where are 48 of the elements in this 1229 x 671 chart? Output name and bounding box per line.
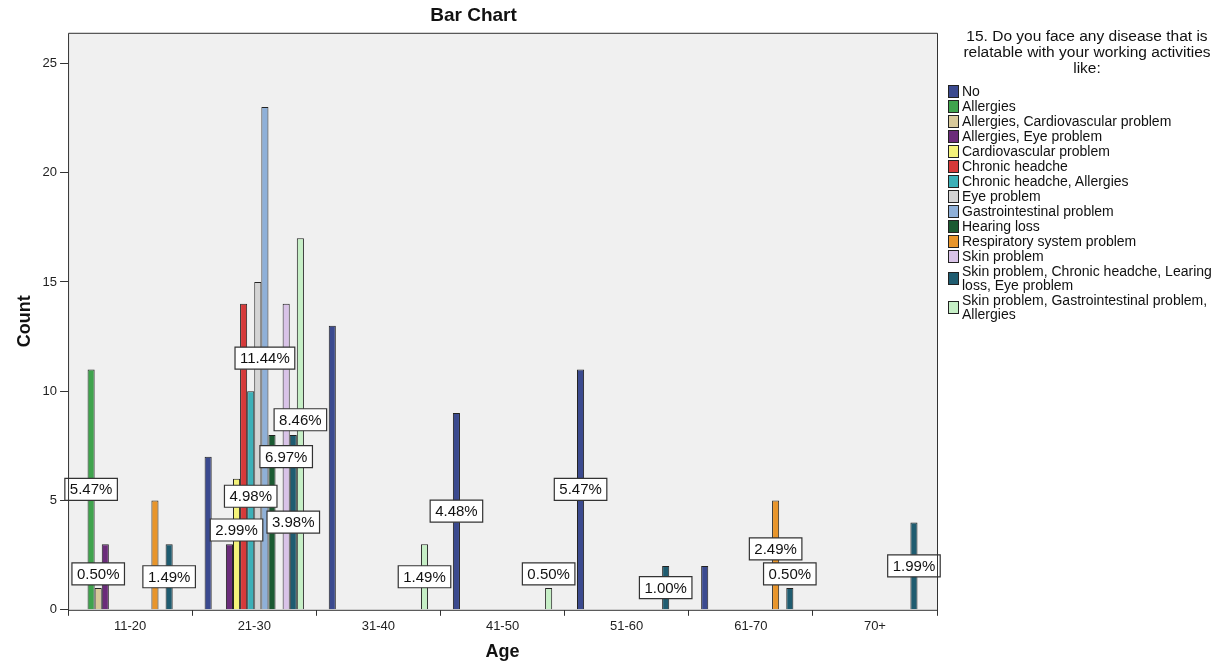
annotation: 11.44%	[240, 349, 290, 367]
legend-label: Chronic headche, Allergies	[962, 173, 1129, 189]
legend-label: Skin problem, Chronic headche, Learing loss, Eye problem	[962, 263, 1213, 293]
y-tick-label: 25	[42, 54, 58, 70]
annotation: 4.48%	[435, 502, 478, 520]
annotation: 1.49%	[403, 567, 446, 585]
annotation: 4.98%	[229, 487, 272, 505]
annotation: 5.47%	[69, 480, 113, 498]
annotation: 1.00%	[644, 578, 687, 596]
legend-label: Skin problem	[962, 248, 1044, 264]
legend-label: Allergies, Eye problem	[962, 128, 1103, 144]
x-tick-label: 70+	[863, 618, 886, 634]
annotation: 1.99%	[892, 556, 936, 574]
annotation: 2.99%	[215, 521, 258, 539]
y-axis-title: Count	[13, 295, 34, 348]
x-tick-label: 21-30	[237, 618, 271, 634]
y-tick-label: 15	[42, 273, 58, 289]
chart-title: Bar Chart	[430, 3, 518, 25]
annotation: 2.49%	[754, 540, 797, 558]
y-tick-label: 20	[42, 164, 58, 180]
y-tick-label: 0	[49, 601, 58, 617]
annotation: 8.46%	[279, 410, 322, 428]
legend-label: Respiratory system problem	[962, 233, 1137, 249]
legend-label: Allergies	[962, 98, 1016, 114]
y-tick-label: 5	[49, 492, 58, 508]
annotation: 3.98%	[272, 513, 315, 531]
annotation: 0.50%	[527, 565, 570, 583]
annotation: 6.97%	[264, 447, 308, 465]
annotation: 1.49%	[147, 567, 191, 585]
legend-label: Hearing loss	[962, 218, 1040, 234]
legend-label: Allergies, Cardiovascular problem	[962, 113, 1172, 129]
annotation: 0.50%	[76, 565, 120, 583]
annotation: 5.47%	[559, 480, 602, 498]
legend-label: Chronic headche	[962, 158, 1068, 174]
legend-title: 15. Do you face any disease that is relatable with your working activities like:	[962, 27, 1212, 76]
legend-label: Skin problem, Gastrointestinal problem, Allergies	[962, 292, 1209, 322]
x-tick-label: 11-20	[113, 618, 147, 634]
annotation: 0.50%	[768, 565, 812, 583]
x-axis-title: Age	[485, 641, 520, 662]
x-tick-label: 61-70	[734, 618, 768, 634]
y-tick-label: 10	[42, 382, 58, 398]
x-tick-label: 51-60	[610, 618, 644, 634]
x-tick-label: 31-40	[361, 618, 396, 634]
legend-label: No	[962, 83, 980, 99]
legend-label: Gastrointestinal problem	[962, 203, 1114, 219]
legend-label: Cardiovascular problem	[962, 143, 1110, 159]
legend-label: Eye problem	[962, 188, 1041, 204]
x-tick-label: 41-50	[485, 618, 520, 634]
